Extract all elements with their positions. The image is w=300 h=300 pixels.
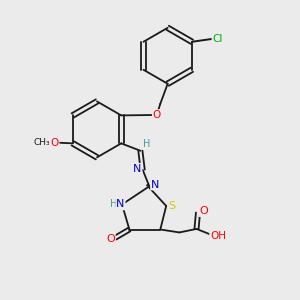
Text: S: S <box>169 201 176 211</box>
Text: N: N <box>133 164 142 174</box>
Text: H: H <box>110 200 118 209</box>
Text: OH: OH <box>210 231 226 241</box>
Text: CH₃: CH₃ <box>34 138 50 147</box>
Text: N: N <box>151 180 159 190</box>
Text: Cl: Cl <box>212 34 223 44</box>
Text: O: O <box>50 138 58 148</box>
Text: N: N <box>116 200 125 209</box>
Text: O: O <box>153 110 161 120</box>
Text: H: H <box>142 139 150 149</box>
Text: O: O <box>200 206 208 216</box>
Text: O: O <box>106 234 115 244</box>
